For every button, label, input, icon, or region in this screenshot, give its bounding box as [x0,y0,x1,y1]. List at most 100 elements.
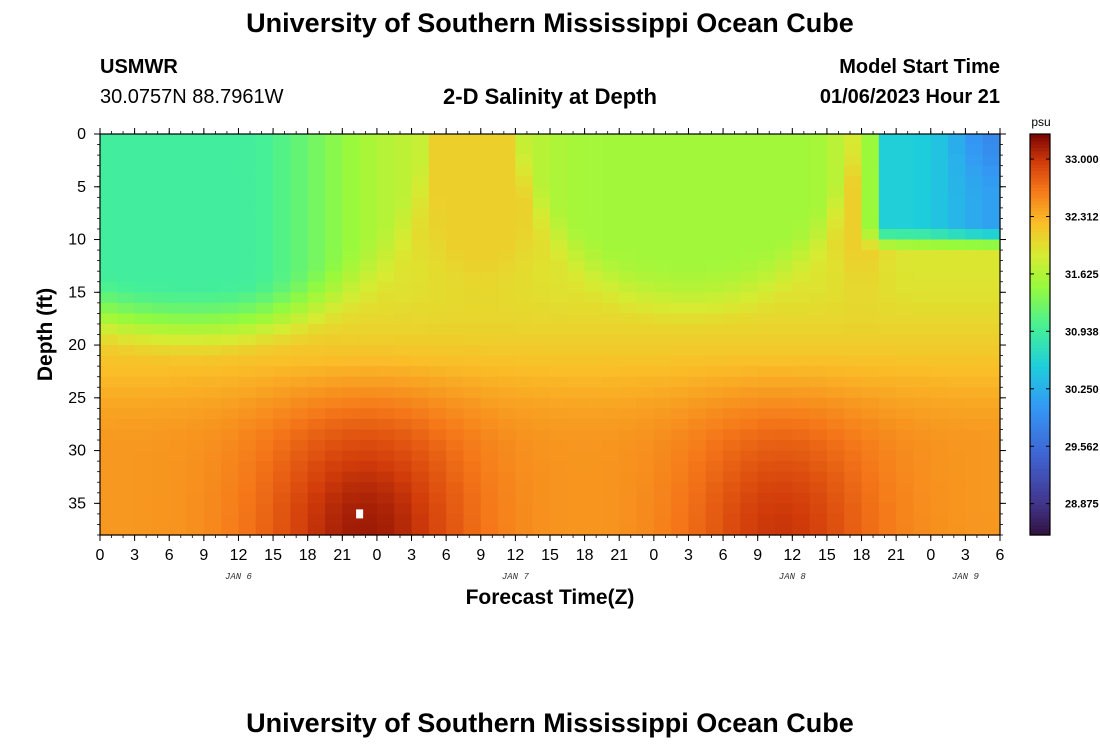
colorbar-segment [1030,528,1050,533]
heatmap-cell [826,397,845,409]
heatmap-cell [117,524,136,536]
colorbar-segment [1030,327,1050,332]
heatmap-cell [844,366,863,378]
heatmap-cell [844,355,863,367]
heatmap-cell [290,482,309,494]
heatmap-cell [826,471,845,483]
heatmap-cell [826,323,845,336]
heatmap-cell [723,239,741,251]
heatmap-cell [930,397,949,409]
heatmap-cell [982,376,1001,388]
heatmap-cell [411,450,430,462]
heatmap-cell [221,524,240,536]
heatmap-cell [498,323,516,336]
heatmap-cell [550,165,568,177]
heatmap-cell [723,302,741,314]
heatmap-cell [498,186,516,198]
heatmap-cell [688,387,707,399]
heatmap-cell [723,366,741,378]
heatmap-cell [792,366,811,378]
heatmap-cell [515,366,534,378]
heatmap-cell [532,408,551,420]
heatmap-cell [290,144,309,156]
heatmap-cell [169,281,188,293]
heatmap-cell [307,239,326,251]
heatmap-cell [809,260,828,272]
heatmap-cell [809,345,828,357]
x-tick-label: 21 [610,547,628,564]
heatmap-cell [411,418,430,431]
heatmap-cell [428,492,447,504]
heatmap-cell [463,197,482,209]
heatmap-cell [117,218,136,230]
heatmap-cell [446,155,465,167]
heatmap-cell [723,387,741,399]
heatmap-cell [273,461,291,473]
heatmap-cell [826,492,845,504]
heatmap-cell [532,418,551,431]
heatmap-cell [792,207,811,220]
heatmap-cell [965,397,984,409]
heatmap-cell [290,408,309,420]
heatmap-cell [151,165,170,177]
heatmap-cell [688,482,707,494]
heatmap-cell [740,302,759,314]
heatmap-cell [186,418,205,431]
heatmap-cell [307,524,326,536]
heatmap-cell [446,197,465,209]
heatmap-cell [601,492,620,504]
colorbar-segment [1030,404,1050,409]
heatmap-cell [705,355,724,367]
heatmap-cell [965,313,984,325]
heatmap-cell [878,524,897,536]
page-title: University of Southern Mississippi Ocean… [246,8,854,38]
heatmap-cell [117,482,136,494]
heatmap-cell [965,355,984,367]
heatmap-cell [394,345,413,357]
heatmap-cell [653,440,672,452]
heatmap-cell [948,144,966,156]
heatmap-cell [653,503,672,515]
heatmap-cell [723,271,741,283]
heatmap-cell [307,482,326,494]
heatmap-cell [757,387,776,399]
heatmap-cell [671,292,690,304]
heatmap-cell [186,408,205,420]
heatmap-cell [792,271,811,283]
heatmap-cell [532,524,551,536]
heatmap-cell [844,292,863,304]
heatmap-cell [567,218,586,230]
heatmap-cell [948,165,966,177]
heatmap-cell [636,250,655,262]
heatmap-cell [342,461,361,473]
heatmap-cell [151,408,170,420]
colorbar-segment [1030,394,1050,399]
heatmap-cell [307,461,326,473]
heatmap-cell [480,302,499,314]
heatmap-cell [775,334,793,346]
heatmap-cell [221,429,240,441]
heatmap-cell [376,186,395,198]
heatmap-cell [359,155,378,167]
heatmap-cell [948,440,966,452]
heatmap-cell [965,165,984,177]
heatmap-cell [965,461,984,473]
heatmap-cell [567,376,586,388]
heatmap-cell [861,155,880,167]
colorbar-segment [1030,397,1050,402]
x-tick-label: 15 [818,547,836,564]
heatmap-cell [688,186,707,198]
heatmap-cell [221,334,240,346]
heatmap-cell [948,218,966,230]
heatmap-cell [965,524,984,536]
heatmap-cell [550,492,568,504]
heatmap-cell [203,429,222,441]
heatmap-cell [740,313,759,325]
heatmap-cell [982,482,1001,494]
heatmap-cell [394,271,413,283]
heatmap-cell [394,408,413,420]
heatmap-cell [446,302,465,314]
colorbar-segment [1030,164,1050,169]
heatmap-cell [428,323,447,336]
